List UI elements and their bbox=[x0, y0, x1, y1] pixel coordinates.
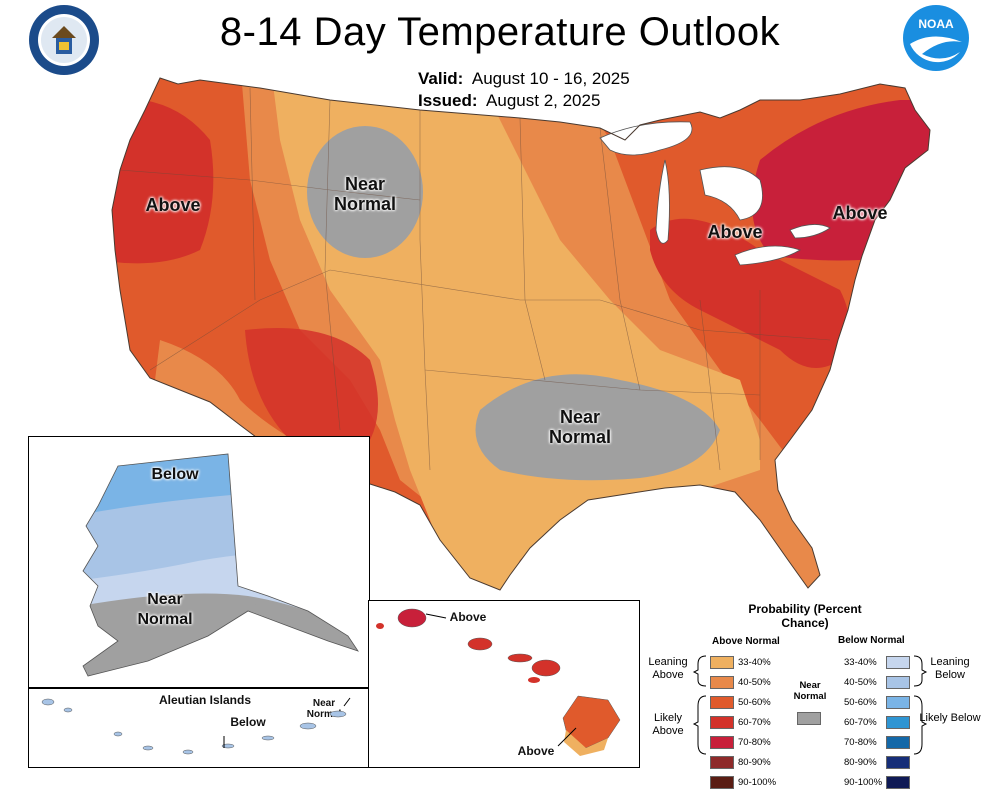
issued-label: Issued: bbox=[418, 91, 478, 110]
label-near-normal-north: Near Normal bbox=[333, 174, 396, 214]
legend-above-bin-swatch bbox=[710, 736, 734, 749]
legend-above-bin-label: 60-70% bbox=[738, 717, 771, 728]
legend-below-bin-label: 60-70% bbox=[844, 717, 877, 728]
legend-below-bin-label: 40-50% bbox=[844, 677, 877, 688]
legend-below-bin-label: 70-80% bbox=[844, 737, 877, 748]
page-title: 8-14 Day Temperature Outlook bbox=[219, 10, 781, 54]
legend-below-bin-label: 50-60% bbox=[844, 697, 877, 708]
legend-below-bin-swatch bbox=[886, 756, 910, 769]
legend-above-bin-swatch bbox=[710, 656, 734, 669]
label-aleutian-below: Below bbox=[230, 715, 266, 729]
commerce-seal-icon bbox=[29, 5, 99, 75]
legend-below-bin-swatch bbox=[886, 676, 910, 689]
legend-above-bin-label: 80-90% bbox=[738, 757, 771, 768]
legend-above-bin-label: 40-50% bbox=[738, 677, 771, 688]
legend-above-bin-swatch bbox=[710, 676, 734, 689]
legend-leaning-above: Leaning Above bbox=[648, 656, 688, 681]
label-above-west: Above bbox=[145, 195, 201, 215]
legend-above-bin-swatch bbox=[710, 696, 734, 709]
legend-below-bin-swatch bbox=[886, 716, 910, 729]
legend-above-header: Above Normal bbox=[712, 636, 780, 647]
svg-text:NOAA: NOAA bbox=[918, 17, 954, 31]
hawaii-map bbox=[376, 608, 621, 756]
issued-value: August 2, 2025 bbox=[486, 91, 601, 110]
label-alaska-below: Below bbox=[151, 466, 199, 483]
legend-near-normal-label: Near Normal bbox=[793, 680, 827, 702]
legend-below-bin-swatch bbox=[886, 696, 910, 709]
legend-below-bin-swatch bbox=[886, 656, 910, 669]
legend-below-bin-swatch bbox=[886, 736, 910, 749]
legend-below-bin-swatch bbox=[886, 776, 910, 789]
valid-value: August 10 - 16, 2025 bbox=[471, 69, 630, 88]
legend-above-bin-swatch bbox=[710, 776, 734, 789]
legend-above-bin-label: 33-40% bbox=[738, 657, 771, 668]
valid-label: Valid: bbox=[418, 69, 464, 88]
label-hawaii-above-north: Above bbox=[449, 610, 487, 624]
legend-likely-above: Likely Above bbox=[652, 712, 684, 737]
label-near-normal-south: Near Normal bbox=[548, 407, 611, 447]
legend-braces bbox=[692, 655, 928, 755]
legend-above-bin-label: 50-60% bbox=[738, 697, 771, 708]
legend-below-bin-label: 33-40% bbox=[844, 657, 877, 668]
legend-above-bin-swatch bbox=[710, 716, 734, 729]
label-aleutian-near-normal: Near Normal bbox=[306, 698, 342, 720]
legend-near-normal-swatch bbox=[797, 712, 821, 725]
aleutian-title: Aleutian Islands bbox=[158, 693, 252, 707]
noaa-logo-icon: NOAA bbox=[903, 5, 969, 71]
alaska-map bbox=[82, 453, 359, 677]
label-above-northeast: Above bbox=[832, 203, 888, 223]
label-hawaii-above-south: Above bbox=[517, 744, 555, 758]
legend-leaning-below: Leaning Below bbox=[930, 656, 970, 681]
validity-info: Valid: August 10 - 16, 2025 Issued: Augu… bbox=[418, 68, 630, 112]
legend-below-header: Below Normal bbox=[838, 635, 905, 646]
aleutian-chain bbox=[41, 697, 351, 755]
legend-above-bin-swatch bbox=[710, 756, 734, 769]
legend-below-bin-label: 90-100% bbox=[844, 777, 883, 788]
legend-above-bin-label: 90-100% bbox=[738, 777, 777, 788]
legend-above-bin-label: 70-80% bbox=[738, 737, 771, 748]
legend-title: Probability (Percent Chance) bbox=[748, 602, 862, 630]
legend-likely-below: Likely Below bbox=[919, 712, 981, 724]
legend-below-bin-label: 80-90% bbox=[844, 757, 877, 768]
conus-map bbox=[111, 77, 931, 591]
label-alaska-near-normal: Near Normal bbox=[137, 591, 193, 628]
label-above-great-lakes: Above bbox=[707, 222, 763, 242]
